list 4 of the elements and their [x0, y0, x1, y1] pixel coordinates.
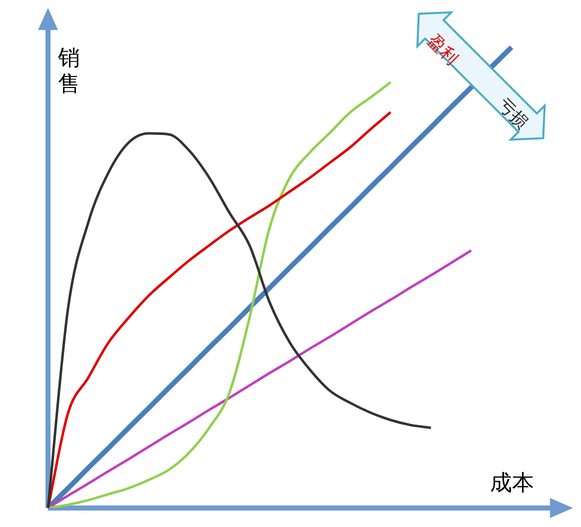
annotation: 亏损 [492, 94, 533, 134]
x-axis-title: 成本 [490, 470, 534, 498]
y-axis-title: 销售 [58, 46, 81, 98]
annotation: 盈利 [422, 30, 463, 70]
